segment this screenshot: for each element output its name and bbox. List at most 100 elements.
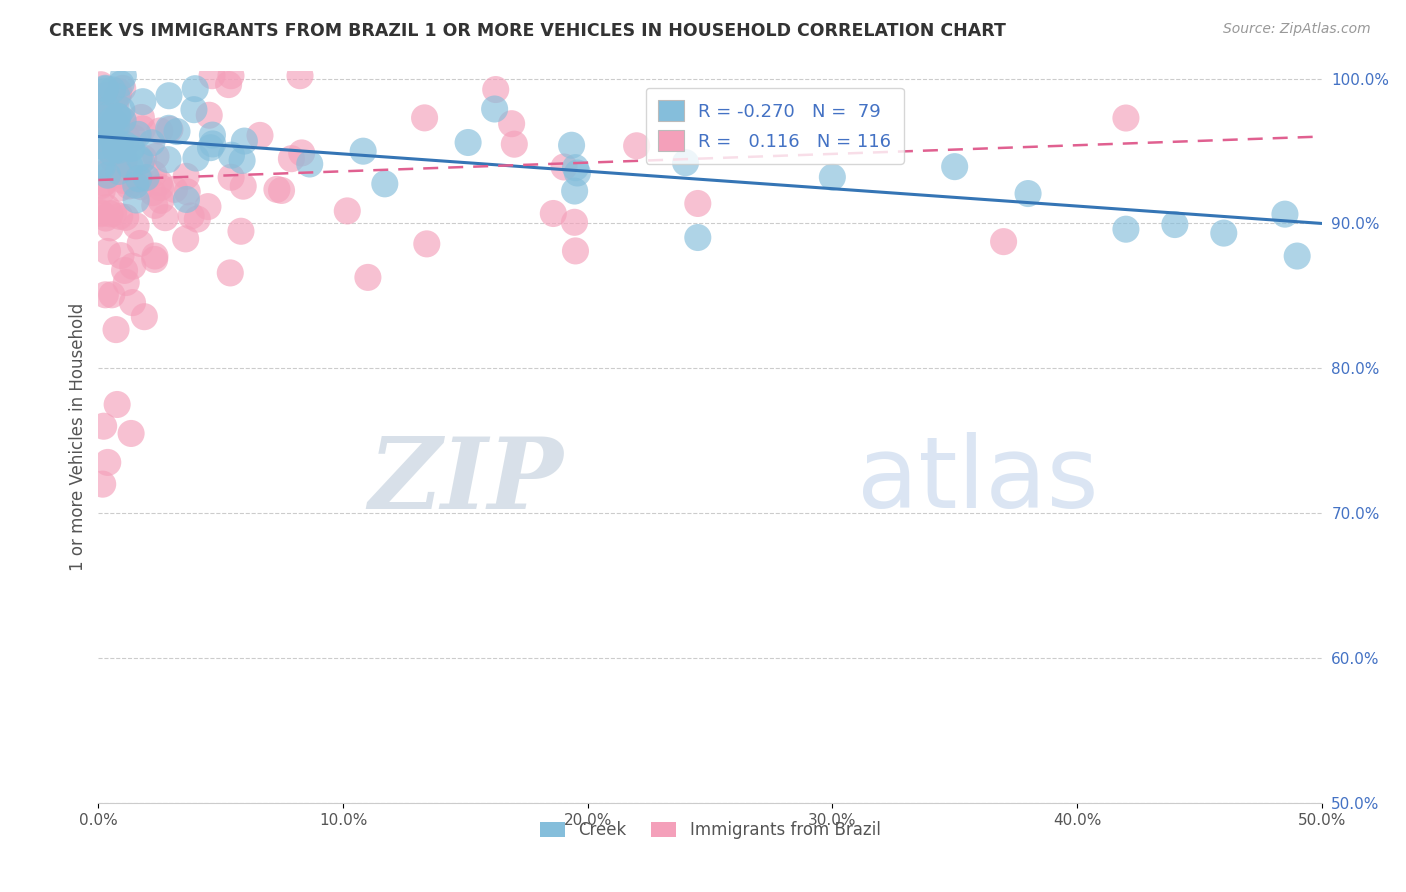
Point (1274, 207, 1296, 221)
Point (101, 153, 124, 167)
Point (108, 209, 131, 223)
Point (201, 136, 224, 151)
Point (94, 82, 117, 96)
Point (118, 178, 141, 193)
Point (131, 111, 153, 125)
Point (94, 81, 117, 95)
Point (107, 109, 129, 123)
Point (141, 136, 163, 150)
Point (131, 154, 153, 169)
Point (229, 224, 252, 238)
Point (96, 96, 118, 111)
Point (564, 161, 586, 175)
Point (416, 236, 439, 251)
Point (1286, 249, 1309, 263)
Point (159, 122, 181, 136)
Point (484, 102, 506, 116)
Point (94, 109, 117, 123)
Point (1115, 111, 1137, 125)
Point (374, 177, 396, 191)
Point (280, 152, 302, 166)
Point (174, 232, 197, 246)
Point (90, 205, 112, 219)
Point (90, 109, 112, 123)
Point (352, 144, 374, 158)
Point (125, 178, 148, 193)
Point (101, 119, 124, 133)
Point (93, 176, 115, 190)
Text: ZIP: ZIP (368, 433, 564, 529)
Point (298, 157, 321, 171)
Point (107, 88, 129, 103)
Point (107, 110, 129, 124)
Point (100, 145, 122, 160)
Point (200, 141, 222, 155)
Point (97, 455, 120, 469)
Legend: Creek, Immigrants from Brazil: Creek, Immigrants from Brazil (533, 814, 887, 846)
Point (125, 193, 148, 207)
Point (156, 153, 179, 167)
Point (485, 82, 508, 96)
Point (221, 148, 243, 162)
Point (105, 119, 128, 133)
Point (115, 130, 138, 145)
Point (198, 108, 221, 122)
Point (270, 184, 292, 198)
Point (120, 141, 142, 155)
Point (231, 153, 253, 168)
Point (201, 69, 224, 83)
Point (218, 78, 240, 92)
Point (183, 103, 205, 117)
Point (120, 426, 142, 441)
Point (564, 244, 586, 258)
Point (943, 160, 966, 174)
Point (104, 105, 127, 120)
Point (98, 132, 121, 146)
Point (135, 170, 157, 185)
Point (184, 81, 207, 95)
Point (105, 323, 128, 337)
Point (129, 236, 152, 251)
Point (184, 151, 207, 165)
Point (1115, 222, 1137, 236)
Point (413, 111, 436, 125)
Point (543, 206, 565, 220)
Point (98, 109, 121, 123)
Point (101, 287, 124, 301)
Point (104, 143, 127, 157)
Point (98, 207, 121, 221)
Point (90, 158, 112, 172)
Point (142, 186, 165, 200)
Point (114, 211, 136, 225)
Point (128, 151, 150, 165)
Point (90, 78, 112, 92)
Point (121, 141, 143, 155)
Point (107, 85, 129, 99)
Point (105, 397, 128, 411)
Point (110, 77, 132, 91)
Point (91, 184, 114, 198)
Point (110, 249, 132, 263)
Point (98, 220, 121, 235)
Point (108, 143, 131, 157)
Point (127, 128, 149, 142)
Point (266, 182, 288, 196)
Point (131, 121, 153, 136)
Point (686, 196, 709, 211)
Point (1017, 186, 1039, 201)
Point (249, 128, 271, 143)
Point (112, 141, 135, 155)
Point (150, 194, 173, 208)
Point (176, 193, 198, 207)
Point (97, 103, 120, 117)
Point (336, 203, 359, 218)
Point (103, 206, 125, 220)
Point (143, 198, 166, 212)
Point (91, 477, 114, 491)
Point (96, 201, 118, 215)
Point (105, 137, 128, 152)
Point (821, 170, 844, 185)
Point (107, 164, 129, 178)
Point (145, 149, 167, 163)
Point (103, 115, 125, 129)
